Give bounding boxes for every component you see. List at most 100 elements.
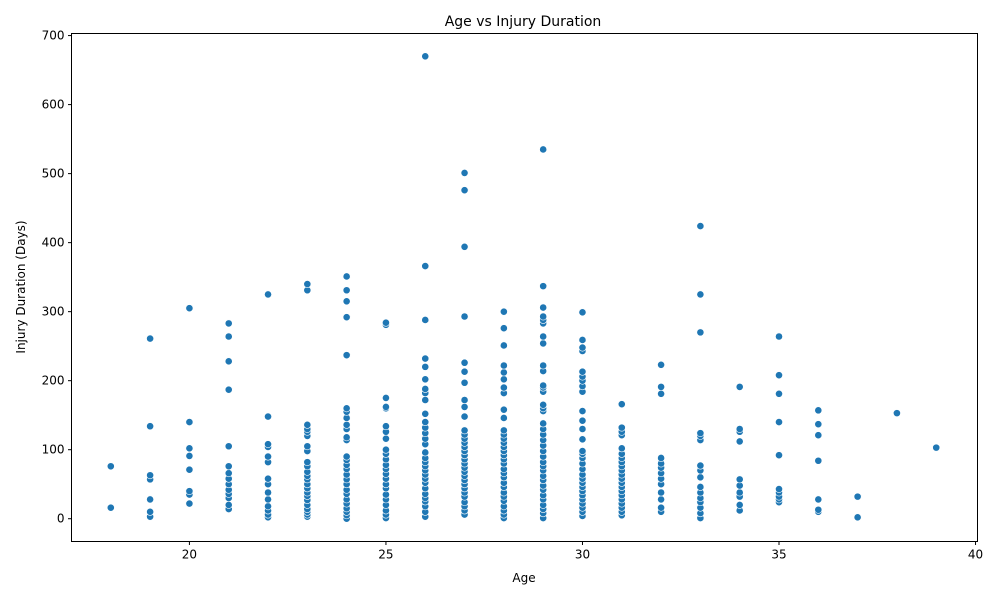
- data-points: [106, 52, 941, 523]
- data-point: [696, 222, 705, 230]
- data-point: [814, 420, 823, 429]
- data-point: [539, 381, 548, 390]
- data-point: [382, 422, 390, 431]
- data-point: [146, 507, 155, 516]
- data-point: [775, 418, 783, 426]
- data-point: [224, 319, 233, 328]
- data-point: [578, 447, 587, 455]
- x-tick-label: 20: [182, 548, 197, 562]
- data-point: [146, 334, 155, 343]
- data-point: [499, 361, 508, 370]
- data-point: [421, 354, 430, 363]
- data-point: [224, 462, 233, 471]
- data-point: [775, 371, 783, 380]
- data-point: [421, 418, 430, 426]
- data-point: [382, 318, 390, 327]
- data-point: [499, 405, 508, 414]
- chart-title: Age vs Injury Duration: [445, 14, 602, 30]
- data-point: [460, 312, 469, 321]
- data-point: [657, 503, 665, 512]
- data-point: [342, 404, 351, 413]
- x-axis-label: Age: [512, 571, 535, 585]
- data-point: [264, 412, 272, 421]
- data-point: [578, 416, 587, 425]
- data-point: [499, 375, 508, 384]
- data-point: [539, 419, 548, 428]
- y-axis-label: Injury Duration (Days): [14, 220, 28, 353]
- data-point: [657, 360, 665, 369]
- data-point: [421, 396, 430, 404]
- data-point: [893, 409, 901, 418]
- data-point: [224, 385, 233, 394]
- data-point: [421, 409, 430, 418]
- data-point: [578, 435, 587, 444]
- data-point: [499, 307, 508, 316]
- data-point: [460, 358, 469, 367]
- data-point: [853, 492, 862, 501]
- data-point: [657, 454, 665, 462]
- data-point: [735, 501, 744, 509]
- data-point: [499, 368, 508, 377]
- data-point: [460, 426, 469, 435]
- x-tick-label: 25: [378, 548, 393, 562]
- data-point: [146, 422, 155, 431]
- data-point: [342, 420, 351, 429]
- data-point: [735, 488, 744, 497]
- data-point: [460, 378, 469, 387]
- data-point: [185, 499, 194, 508]
- data-point: [735, 475, 744, 484]
- data-point: [146, 471, 155, 480]
- data-point: [382, 403, 390, 411]
- data-point: [224, 501, 233, 509]
- data-point: [696, 473, 705, 482]
- data-point: [814, 456, 823, 465]
- data-point: [696, 328, 705, 337]
- y-axis: 0 100 200 300 400 500 600 700: [42, 29, 72, 526]
- data-point: [814, 431, 823, 440]
- y-tick-label: 200: [42, 374, 65, 388]
- data-point: [460, 169, 469, 177]
- data-point: [499, 341, 508, 350]
- data-point: [539, 312, 548, 321]
- data-point: [853, 513, 862, 522]
- data-point: [342, 433, 351, 442]
- data-point: [421, 448, 430, 457]
- data-point: [499, 383, 508, 392]
- data-point: [421, 375, 430, 384]
- data-point: [264, 474, 272, 483]
- data-point: [539, 361, 548, 370]
- y-tick-label: 400: [42, 236, 65, 250]
- data-point: [460, 412, 469, 421]
- data-point: [814, 406, 823, 415]
- data-point: [539, 339, 548, 348]
- data-point: [342, 286, 351, 295]
- data-point: [106, 503, 115, 512]
- data-point: [460, 396, 469, 404]
- data-point: [814, 505, 823, 514]
- data-point: [460, 403, 469, 411]
- data-point: [264, 495, 272, 504]
- data-point: [224, 442, 233, 451]
- data-point: [814, 495, 823, 504]
- data-point: [421, 262, 430, 271]
- data-point: [578, 407, 587, 415]
- data-point: [499, 324, 508, 333]
- data-point: [224, 469, 233, 478]
- data-point: [303, 442, 312, 451]
- data-point: [382, 394, 390, 402]
- data-point: [460, 242, 469, 251]
- data-point: [264, 440, 272, 449]
- data-point: [539, 400, 548, 409]
- y-tick-label: 300: [42, 305, 65, 319]
- data-point: [303, 280, 312, 288]
- data-point: [421, 385, 430, 393]
- data-point: [539, 332, 548, 341]
- data-point: [342, 297, 351, 306]
- data-point: [421, 362, 430, 371]
- data-point: [264, 452, 272, 461]
- data-point: [146, 495, 155, 504]
- data-point: [460, 186, 469, 195]
- data-point: [657, 495, 665, 504]
- data-point: [657, 389, 665, 398]
